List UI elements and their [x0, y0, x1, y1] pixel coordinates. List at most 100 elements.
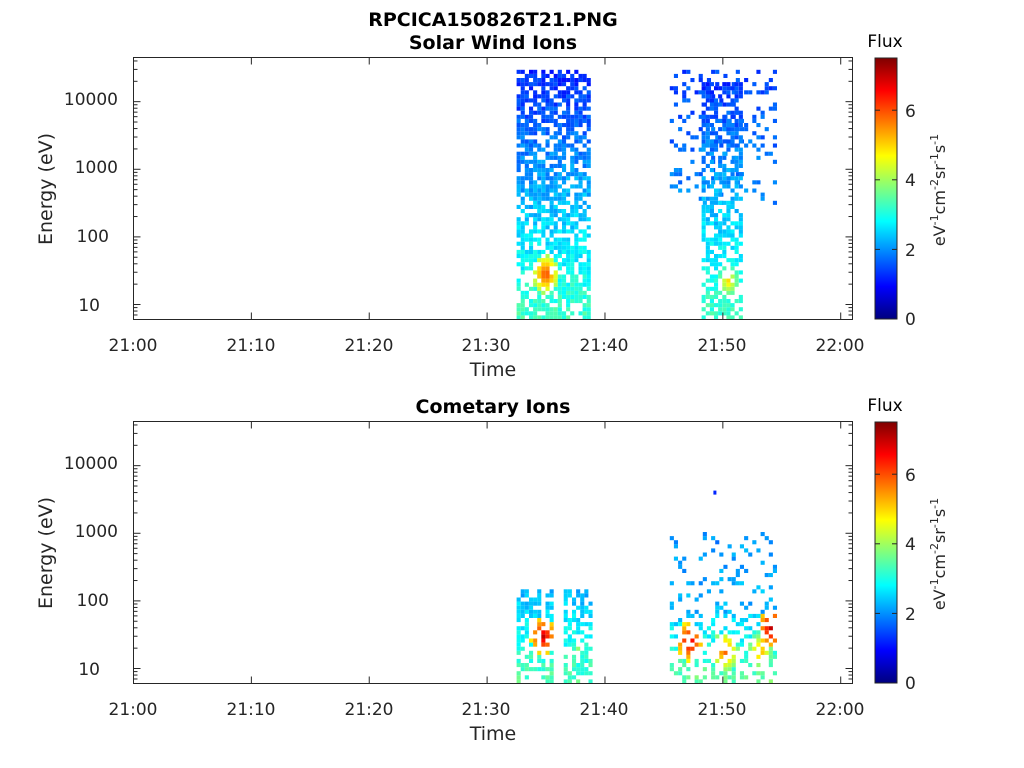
heatmap-cell: [772, 159, 777, 164]
heatmap-cell: [731, 90, 736, 95]
heatmap-cell: [533, 110, 538, 115]
heatmap-cell: [580, 667, 585, 672]
heatmap-cell: [694, 609, 699, 614]
heatmap-cell: [566, 241, 571, 246]
heatmap-cell: [541, 131, 546, 136]
heatmap-cell: [752, 671, 757, 676]
heatmap-cell: [563, 654, 568, 659]
heatmap-cell: [718, 163, 723, 168]
heatmap-cell: [545, 266, 550, 271]
heatmap-cell: [545, 90, 550, 95]
heatmap-cell: [744, 127, 749, 132]
heatmap-cell: [570, 204, 575, 209]
heatmap-cell: [686, 613, 691, 618]
heatmap-cell: [730, 98, 735, 103]
heatmap-cell: [709, 237, 714, 242]
heatmap-cell: [563, 601, 568, 606]
heatmap-cell: [533, 258, 538, 263]
heatmap-cell: [562, 258, 567, 263]
heatmap-cell: [730, 229, 735, 234]
heatmap-cell: [516, 679, 521, 684]
heatmap-cell: [574, 172, 579, 177]
heatmap-cell: [722, 245, 727, 250]
heatmap-cell: [734, 143, 739, 148]
heatmap-cell: [705, 266, 710, 271]
heatmap-cell: [764, 630, 769, 635]
heatmap-cell: [744, 548, 749, 553]
colorbar-tick-label: 0: [905, 674, 916, 694]
heatmap-cell: [553, 307, 558, 312]
heatmap-cell: [520, 102, 525, 107]
heatmap-cell: [722, 127, 727, 132]
heatmap-cell: [524, 249, 529, 254]
heatmap-cell: [582, 106, 587, 111]
heatmap-cell: [682, 675, 687, 680]
heatmap-cell: [566, 229, 571, 234]
heatmap-cell: [722, 286, 727, 291]
heatmap-cell: [529, 303, 534, 308]
heatmap-cell: [545, 258, 550, 263]
heatmap-cell: [701, 90, 706, 95]
heatmap-cell: [714, 106, 719, 111]
heatmap-cell: [764, 82, 769, 87]
heatmap-cell: [533, 609, 538, 614]
heatmap-cell: [533, 204, 538, 209]
heatmap-cell: [582, 73, 587, 78]
heatmap-cell: [574, 249, 579, 254]
heatmap-cell: [562, 90, 567, 95]
heatmap-cell: [549, 200, 554, 205]
heatmap-cell: [731, 679, 736, 684]
heatmap-cell: [576, 593, 581, 598]
heatmap-cell: [690, 638, 695, 643]
heatmap-cell: [714, 86, 719, 91]
heatmap-cell: [520, 249, 525, 254]
heatmap-cell: [574, 254, 579, 259]
y-tick-label: 100: [77, 591, 109, 611]
heatmap-cell: [705, 237, 710, 242]
heatmap-cell: [719, 630, 724, 635]
heatmap-cell: [520, 69, 525, 74]
heatmap-cell: [516, 123, 521, 128]
heatmap-cell: [722, 249, 727, 254]
heatmap-cell: [537, 217, 542, 222]
heatmap-cell: [580, 658, 585, 663]
heatmap-cell: [726, 233, 731, 238]
heatmap-cell: [722, 299, 727, 304]
heatmap-cell: [520, 262, 525, 267]
heatmap-cell: [748, 613, 753, 618]
heatmap-cell: [756, 663, 761, 668]
heatmap-cell: [563, 593, 568, 598]
heatmap-cell: [744, 123, 749, 128]
heatmap-cell: [566, 118, 571, 123]
heatmap-cell: [562, 78, 567, 83]
heatmap-cell: [545, 155, 550, 160]
heatmap-cell: [541, 168, 546, 173]
heatmap-cell: [549, 679, 554, 684]
heatmap-cell: [537, 229, 542, 234]
heatmap-cell: [549, 176, 554, 181]
heatmap-cell: [541, 642, 546, 647]
heatmap-cell: [760, 646, 765, 651]
heatmap-cell: [541, 270, 546, 275]
heatmap-cell: [570, 290, 575, 295]
heatmap-cell: [709, 249, 714, 254]
heatmap-cell: [529, 172, 534, 177]
heatmap-cell: [748, 642, 753, 647]
heatmap-cell: [588, 658, 593, 663]
heatmap-cell: [553, 254, 558, 259]
heatmap-cell: [529, 82, 534, 87]
heatmap-cell: [529, 642, 534, 647]
heatmap-cell: [711, 671, 716, 676]
heatmap-cell: [686, 581, 691, 586]
heatmap-cell: [586, 192, 591, 197]
heatmap-cell: [723, 679, 728, 684]
x-tick-label: 21:40: [580, 336, 629, 356]
heatmap-cell: [537, 82, 542, 87]
y-tick-label: 10: [78, 296, 100, 316]
heatmap-cell: [563, 597, 568, 602]
heatmap-cell: [701, 225, 706, 230]
heatmap-cell: [731, 654, 736, 659]
heatmap-cell: [586, 249, 591, 254]
heatmap-cell: [731, 658, 736, 663]
heatmap-cell: [705, 106, 710, 111]
